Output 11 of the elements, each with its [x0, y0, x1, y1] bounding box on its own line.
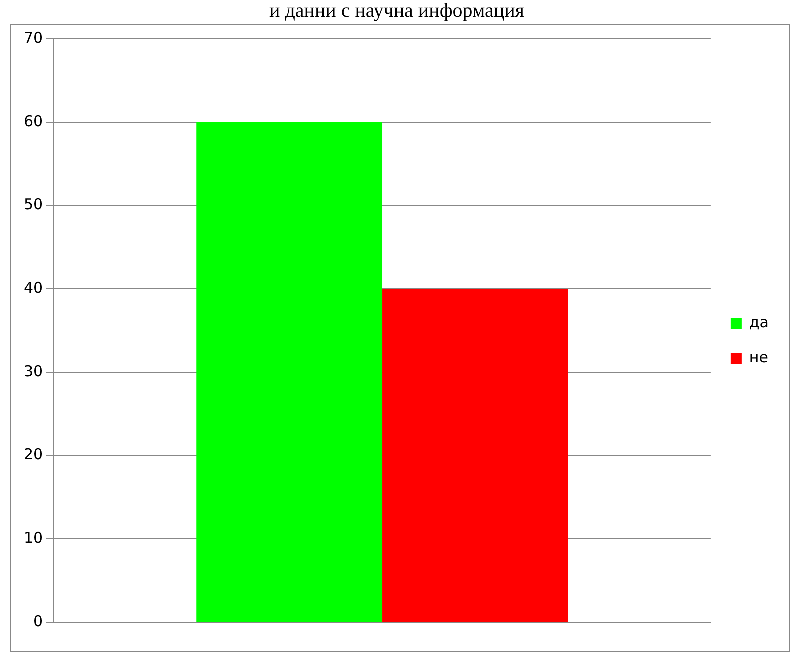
legend-label: да — [749, 313, 770, 332]
y-tick-label: 40 — [24, 279, 44, 298]
chart-title: и данни с научна информация — [268, 0, 526, 22]
y-tick-label: 30 — [24, 362, 44, 380]
y-tick-label: 20 — [24, 446, 44, 464]
y-tick-label: 0 — [34, 612, 44, 630]
legend-label: не — [749, 348, 768, 366]
y-tick-label: 70 — [24, 28, 44, 47]
y-tick-label: 10 — [24, 529, 44, 548]
y-tick-label: 50 — [24, 196, 44, 214]
y-tick-label: 60 — [24, 112, 44, 130]
